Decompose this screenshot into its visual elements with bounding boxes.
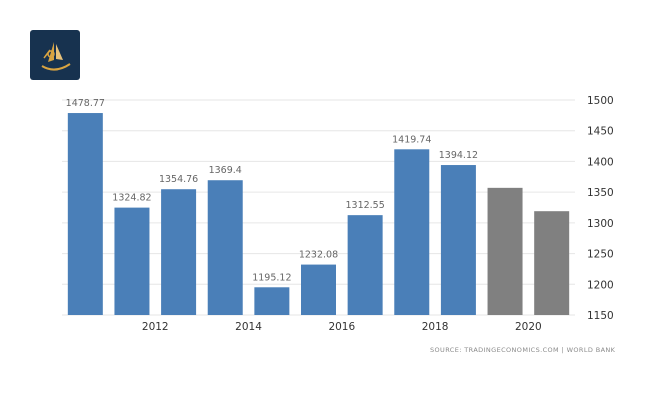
y-tick-label: 1450	[587, 126, 614, 138]
data-label: 1312.55	[345, 200, 384, 211]
bar	[440, 165, 476, 315]
x-tick-label: 2018	[422, 321, 449, 333]
bar	[114, 207, 150, 315]
x-tick-label: 2014	[235, 321, 262, 333]
bar	[207, 180, 243, 315]
bar	[301, 264, 336, 315]
data-label: 1394.12	[439, 150, 478, 161]
x-tick-label: 2020	[515, 321, 542, 333]
sailboat-logo-icon	[41, 42, 71, 71]
bar	[347, 215, 383, 315]
x-tick-label: 2016	[328, 321, 355, 333]
data-label: 1354.76	[159, 174, 198, 185]
data-label: 1419.74	[392, 134, 431, 145]
bar	[394, 149, 430, 315]
y-tick-label: 1500	[587, 95, 614, 107]
data-label: 1369.4	[209, 165, 242, 176]
brand-logo	[30, 30, 80, 80]
bar	[161, 189, 197, 315]
y-tick-label: 1300	[587, 218, 614, 230]
y-tick-label: 1150	[587, 310, 614, 322]
y-tick-label: 1250	[587, 249, 614, 261]
data-label: 1478.77	[66, 98, 105, 109]
bar	[67, 113, 103, 315]
x-tick-label: 2012	[142, 321, 169, 333]
source-note: SOURCE: TRADINGECONOMICS.COM | WORLD BAN…	[430, 346, 616, 354]
data-label: 1232.08	[299, 250, 338, 261]
y-tick-label: 1400	[587, 156, 614, 168]
data-label: 1324.82	[112, 193, 151, 204]
y-tick-label: 1200	[587, 279, 614, 291]
bar	[254, 287, 290, 315]
bar	[487, 187, 523, 315]
y-tick-label: 1350	[587, 187, 614, 199]
data-label: 1195.12	[252, 272, 291, 283]
bar	[534, 211, 570, 315]
